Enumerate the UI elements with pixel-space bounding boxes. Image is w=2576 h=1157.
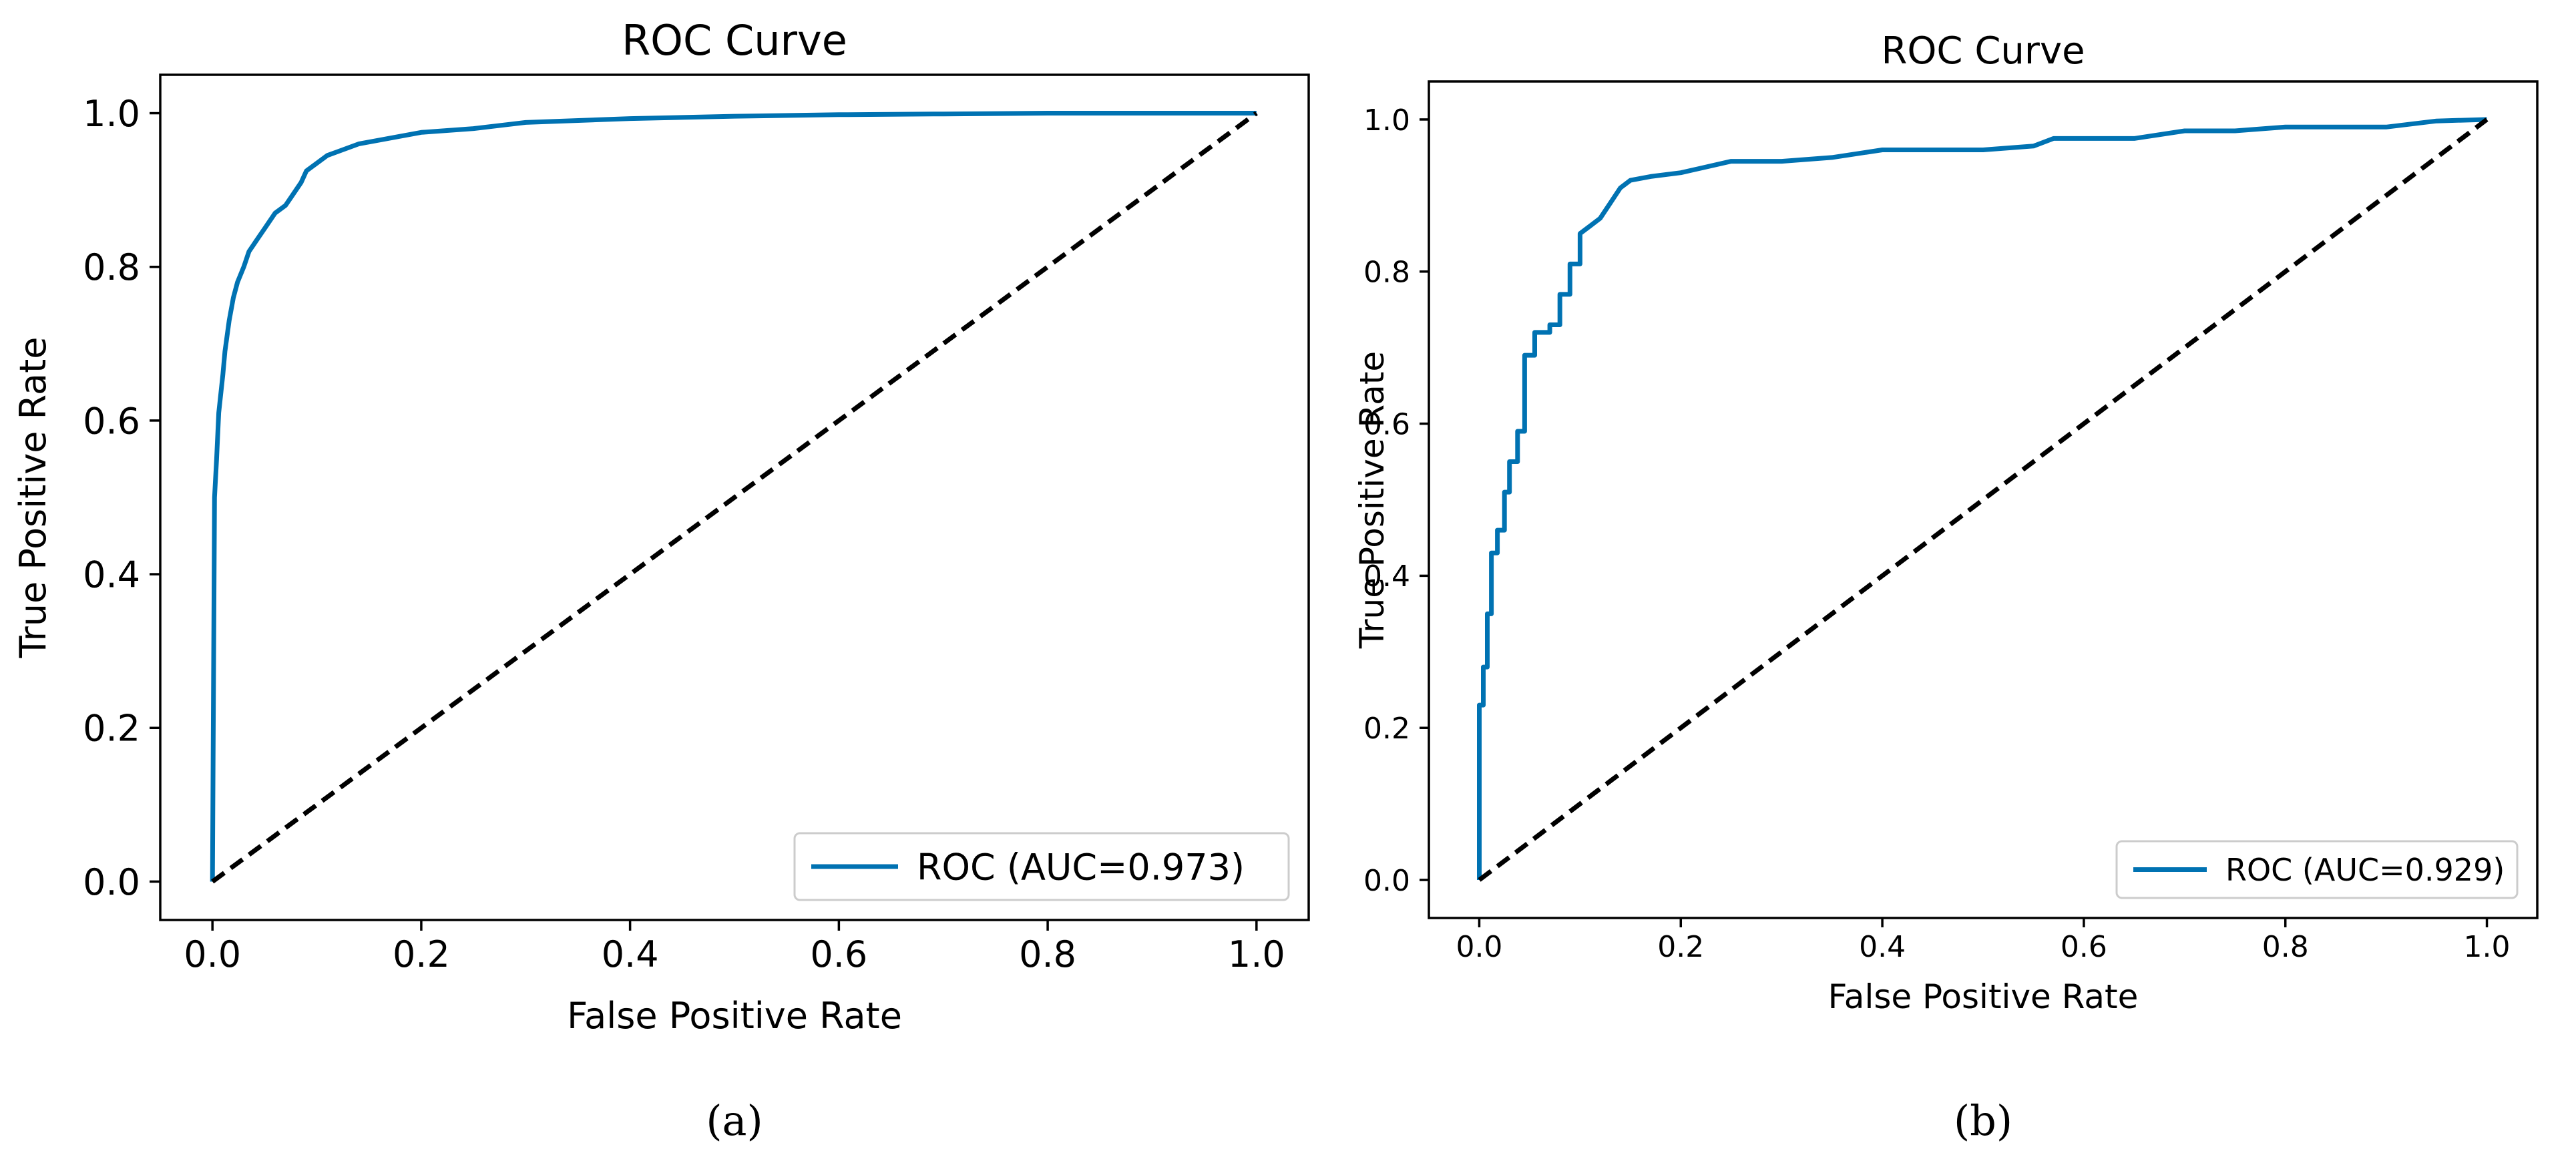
y-tick-label: 0.6 xyxy=(83,400,140,442)
legend: ROC (AUC=0.973) xyxy=(793,832,1290,901)
legend-label: ROC (AUC=0.929) xyxy=(2225,852,2505,888)
y-tick-label: 0.6 xyxy=(1363,407,1410,441)
subfigure-caption: (a) xyxy=(706,1096,763,1145)
legend-box xyxy=(2115,840,2519,899)
chance-diagonal-line xyxy=(1478,118,2489,882)
panel-b-chart: ROC Curve 0.0 0.2 0.4 0.6 0.8 1.0 0.0 0.2 0.4 0.6 0… xyxy=(1353,29,2539,1145)
x-tick-label: 0.2 xyxy=(1657,930,1704,964)
subfigure-caption: (b) xyxy=(1954,1096,2012,1145)
x-axis-label: False Positive Rate xyxy=(567,995,902,1037)
y-tick-label: 0.8 xyxy=(1363,256,1410,290)
x-tick-label: 0.6 xyxy=(2061,930,2107,964)
y-axis-label: True Positive Rate xyxy=(1353,351,1391,649)
chart-title: ROC Curve xyxy=(1881,29,2085,73)
chart-title: ROC Curve xyxy=(622,16,847,65)
chance-diagonal-line xyxy=(211,111,1258,884)
y-axis-label: True Positive Rate xyxy=(12,336,54,658)
x-tick-label: 1.0 xyxy=(2464,930,2511,964)
x-tick-label: 0.4 xyxy=(1859,930,1906,964)
y-tick-label: 0.0 xyxy=(83,861,140,903)
y-tick-label: 0.8 xyxy=(83,246,140,288)
x-tick-label: 0.4 xyxy=(602,933,659,975)
x-axis-label: False Positive Rate xyxy=(1828,977,2139,1016)
panel-a-chart: ROC Curve 0.0 0.2 0.4 0.6 0.8 1.0 0.0 0.2 0.4 0.6 0… xyxy=(12,16,1310,1145)
x-tick-label: 0.8 xyxy=(1019,933,1076,975)
x-tick-label: 0.0 xyxy=(184,933,241,975)
axes-frame xyxy=(159,73,1310,921)
y-tick-label: 0.4 xyxy=(83,554,140,596)
y-tick-label: 0.0 xyxy=(1363,864,1410,898)
legend-box xyxy=(793,832,1290,901)
legend: ROC (AUC=0.929) xyxy=(2115,840,2519,899)
x-tick-label: 0.6 xyxy=(810,933,867,975)
axes-frame xyxy=(1428,80,2539,919)
y-tick-label: 1.0 xyxy=(83,93,140,135)
y-tick-label: 0.4 xyxy=(1363,559,1410,594)
x-tick-label: 1.0 xyxy=(1228,933,1285,975)
x-tick-label: 0.0 xyxy=(1456,930,1502,964)
legend-label: ROC (AUC=0.973) xyxy=(917,846,1245,888)
y-tick-label: 0.2 xyxy=(83,708,140,750)
y-tick-label: 0.2 xyxy=(1363,712,1410,746)
x-tick-label: 0.2 xyxy=(393,933,450,975)
x-tick-label: 0.8 xyxy=(2262,930,2309,964)
roc-curve-line xyxy=(210,111,1257,882)
roc-curve-line xyxy=(1477,117,2487,880)
y-tick-label: 1.0 xyxy=(1363,103,1410,138)
